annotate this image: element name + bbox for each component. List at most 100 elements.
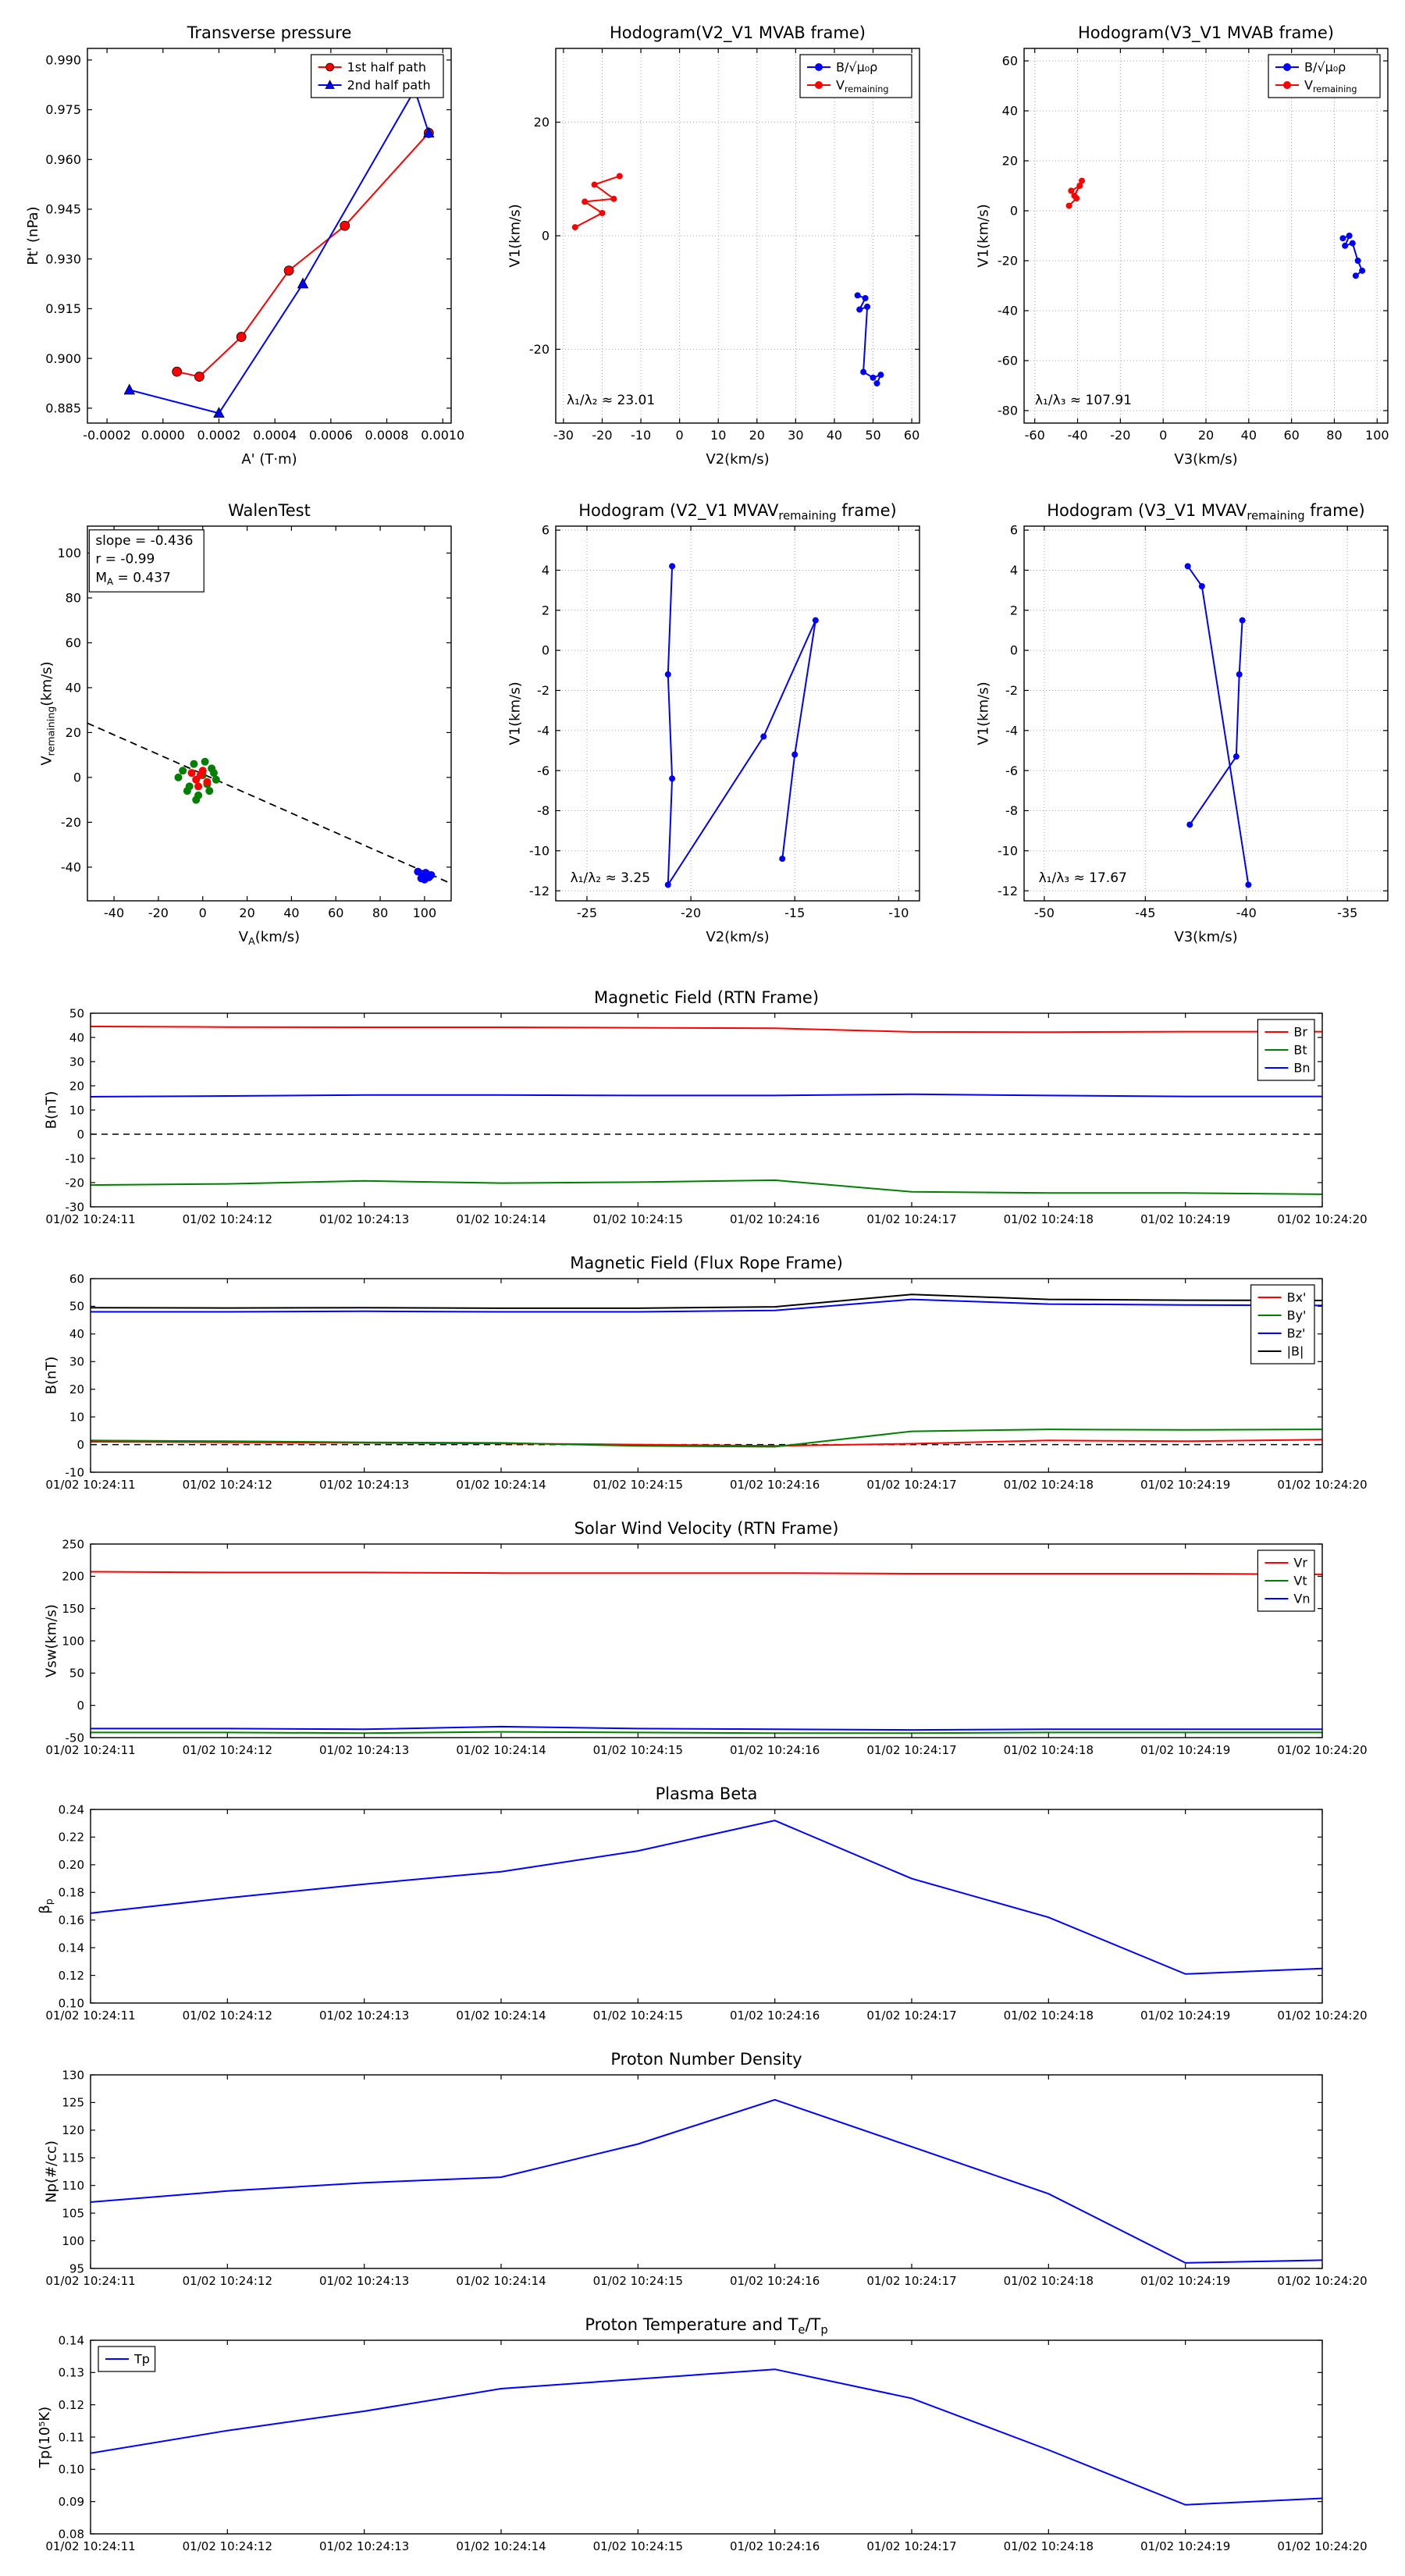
marker-dot bbox=[599, 209, 606, 216]
y-tick-label: 10 bbox=[69, 1103, 84, 1117]
y-tick-label: -10 bbox=[998, 843, 1018, 858]
x-tick-label: 10 bbox=[710, 428, 726, 443]
marker-dot bbox=[183, 787, 191, 795]
y-tick-label: 130 bbox=[62, 2068, 84, 2082]
marker-dot bbox=[779, 856, 786, 863]
series-vr bbox=[90, 1571, 1323, 1575]
legend-label: By' bbox=[1287, 1308, 1307, 1323]
y-tick-label: 40 bbox=[69, 1327, 84, 1341]
series-line bbox=[574, 175, 621, 228]
series-line bbox=[90, 1093, 1322, 1098]
x-tick-label: 01/02 10:24:15 bbox=[593, 1212, 683, 1226]
series-bx-prime bbox=[90, 1439, 1323, 1447]
series-beta-p bbox=[90, 1820, 1323, 1975]
x-tick-label: 01/02 10:24:11 bbox=[45, 1478, 135, 1492]
y-tick-label: -20 bbox=[66, 1176, 85, 1190]
chart-title: Magnetic Field (Flux Rope Frame) bbox=[570, 1254, 843, 1272]
series-line bbox=[1186, 565, 1250, 885]
legend-label: Tp bbox=[133, 2352, 150, 2367]
x-tick-label: 01/02 10:24:12 bbox=[183, 2274, 272, 2288]
marker-dot bbox=[179, 767, 187, 775]
y-tick-label: 60 bbox=[66, 635, 81, 650]
marker-dot bbox=[1065, 202, 1072, 209]
legend-label: 1st half path bbox=[347, 60, 426, 75]
marker-dot bbox=[1184, 563, 1191, 570]
chart-hodogram-v3v1-mvav: -50 -45 -40 -35 -12 -10 -8 -6 -4 -2 0 2 4 6 Hodogram (… bbox=[976, 501, 1389, 945]
x-tick-label: 01/02 10:24:12 bbox=[183, 1478, 272, 1492]
y-axis-label: V1(km/s) bbox=[507, 204, 524, 267]
chart-plasma-beta: 01/02 10:24:11 01/02 10:24:12 01/02 10:24:… bbox=[37, 1784, 1368, 2023]
y-tick-label: -80 bbox=[998, 404, 1018, 418]
x-tick-label: 01/02 10:24:16 bbox=[730, 2008, 820, 2023]
marker-dot bbox=[815, 81, 823, 89]
marker-dot bbox=[669, 563, 676, 570]
x-tick-label: 01/02 10:24:17 bbox=[866, 1212, 956, 1226]
legend-label: Vr bbox=[1293, 1556, 1307, 1571]
x-tick-label: -40 bbox=[1067, 428, 1087, 443]
stats-line: slope = -0.436 bbox=[95, 533, 193, 549]
chart-title: Plasma Beta bbox=[656, 1784, 758, 1803]
x-tick-label: -25 bbox=[577, 906, 597, 920]
y-tick-label: 0.10 bbox=[59, 1996, 84, 2010]
y-tick-label: 0.945 bbox=[45, 202, 81, 217]
y-axis-label: Tp(10⁵K) bbox=[37, 2407, 53, 2468]
y-tick-label: 4 bbox=[1010, 563, 1018, 578]
x-tick-label: 01/02 10:24:13 bbox=[319, 2008, 409, 2023]
y-tick-label: -10 bbox=[66, 1151, 85, 1165]
series-line bbox=[91, 1725, 1322, 1731]
y-tick-label: 2 bbox=[542, 603, 550, 617]
x-tick-label: -50 bbox=[1034, 906, 1055, 920]
y-tick-label: 250 bbox=[62, 1537, 84, 1551]
legend-label: Vremaining bbox=[836, 78, 888, 95]
marker-dot bbox=[1079, 177, 1086, 184]
series-walen-fit-line bbox=[87, 722, 452, 884]
y-tick-label: 0.18 bbox=[59, 1886, 84, 1900]
x-tick-label: 01/02 10:24:12 bbox=[183, 2008, 272, 2023]
chart-title: Hodogram (V2_V1 MVAVremaining frame) bbox=[578, 501, 896, 523]
y-tick-label: -20 bbox=[998, 254, 1018, 269]
y-tick-label: 0.08 bbox=[59, 2527, 84, 2541]
marker-triangle bbox=[423, 126, 435, 138]
series-bn bbox=[90, 1093, 1322, 1098]
marker-triangle bbox=[325, 80, 335, 89]
chart-magnetic-field-rtn: 01/02 10:24:11 01/02 10:24:12 01/02 10:24:… bbox=[43, 988, 1367, 1226]
x-tick-label: 01/02 10:24:11 bbox=[45, 1743, 135, 1757]
x-tick-label: -0.0002 bbox=[83, 428, 131, 443]
x-tick-label: 01/02 10:24:20 bbox=[1277, 2274, 1367, 2288]
series-b-magnitude bbox=[90, 1293, 1323, 1309]
x-tick-label: -20 bbox=[681, 906, 701, 920]
x-tick-label: 60 bbox=[328, 906, 343, 920]
marker-circle bbox=[340, 220, 350, 231]
y-tick-label: 0.930 bbox=[45, 251, 81, 266]
x-tick-label: 01/02 10:24:15 bbox=[593, 2274, 683, 2288]
x-tick-label: 01/02 10:24:17 bbox=[866, 1478, 956, 1492]
marker-dot bbox=[860, 368, 867, 375]
x-tick-label: 01/02 10:24:18 bbox=[1004, 2008, 1094, 2023]
marker-dot bbox=[870, 374, 877, 381]
y-tick-label: 0.885 bbox=[45, 400, 81, 415]
series-line bbox=[129, 87, 430, 415]
marker-dot bbox=[856, 306, 863, 313]
x-tick-label: 01/02 10:24:11 bbox=[45, 2008, 135, 2023]
legend-box bbox=[799, 54, 912, 98]
marker-dot bbox=[1245, 881, 1252, 888]
x-tick-label: 01/02 10:24:19 bbox=[1140, 2274, 1230, 2288]
y-tick-label: 50 bbox=[69, 1300, 84, 1314]
y-tick-label: 0.12 bbox=[59, 2398, 84, 2412]
x-tick-label: 01/02 10:24:13 bbox=[319, 1743, 409, 1757]
marker-dot bbox=[1349, 240, 1356, 247]
x-tick-label: -60 bbox=[1025, 428, 1045, 443]
axes-frame bbox=[555, 525, 920, 902]
marker-dot bbox=[1071, 192, 1078, 199]
x-tick-label: 01/02 10:24:16 bbox=[730, 2274, 820, 2288]
marker-circle bbox=[236, 332, 247, 342]
marker-dot bbox=[1346, 233, 1353, 239]
x-tick-label: 0 bbox=[199, 906, 207, 920]
marker-dot bbox=[1342, 242, 1349, 249]
x-tick-label: 40 bbox=[283, 906, 299, 920]
y-axis-label: B(nT) bbox=[43, 1091, 59, 1130]
stats-line: r = -0.99 bbox=[95, 552, 155, 568]
x-axis-label: VA(km/s) bbox=[239, 929, 300, 947]
chart-title: Solar Wind Velocity (RTN Frame) bbox=[574, 1519, 839, 1538]
x-tick-label: 01/02 10:24:20 bbox=[1277, 2539, 1367, 2553]
